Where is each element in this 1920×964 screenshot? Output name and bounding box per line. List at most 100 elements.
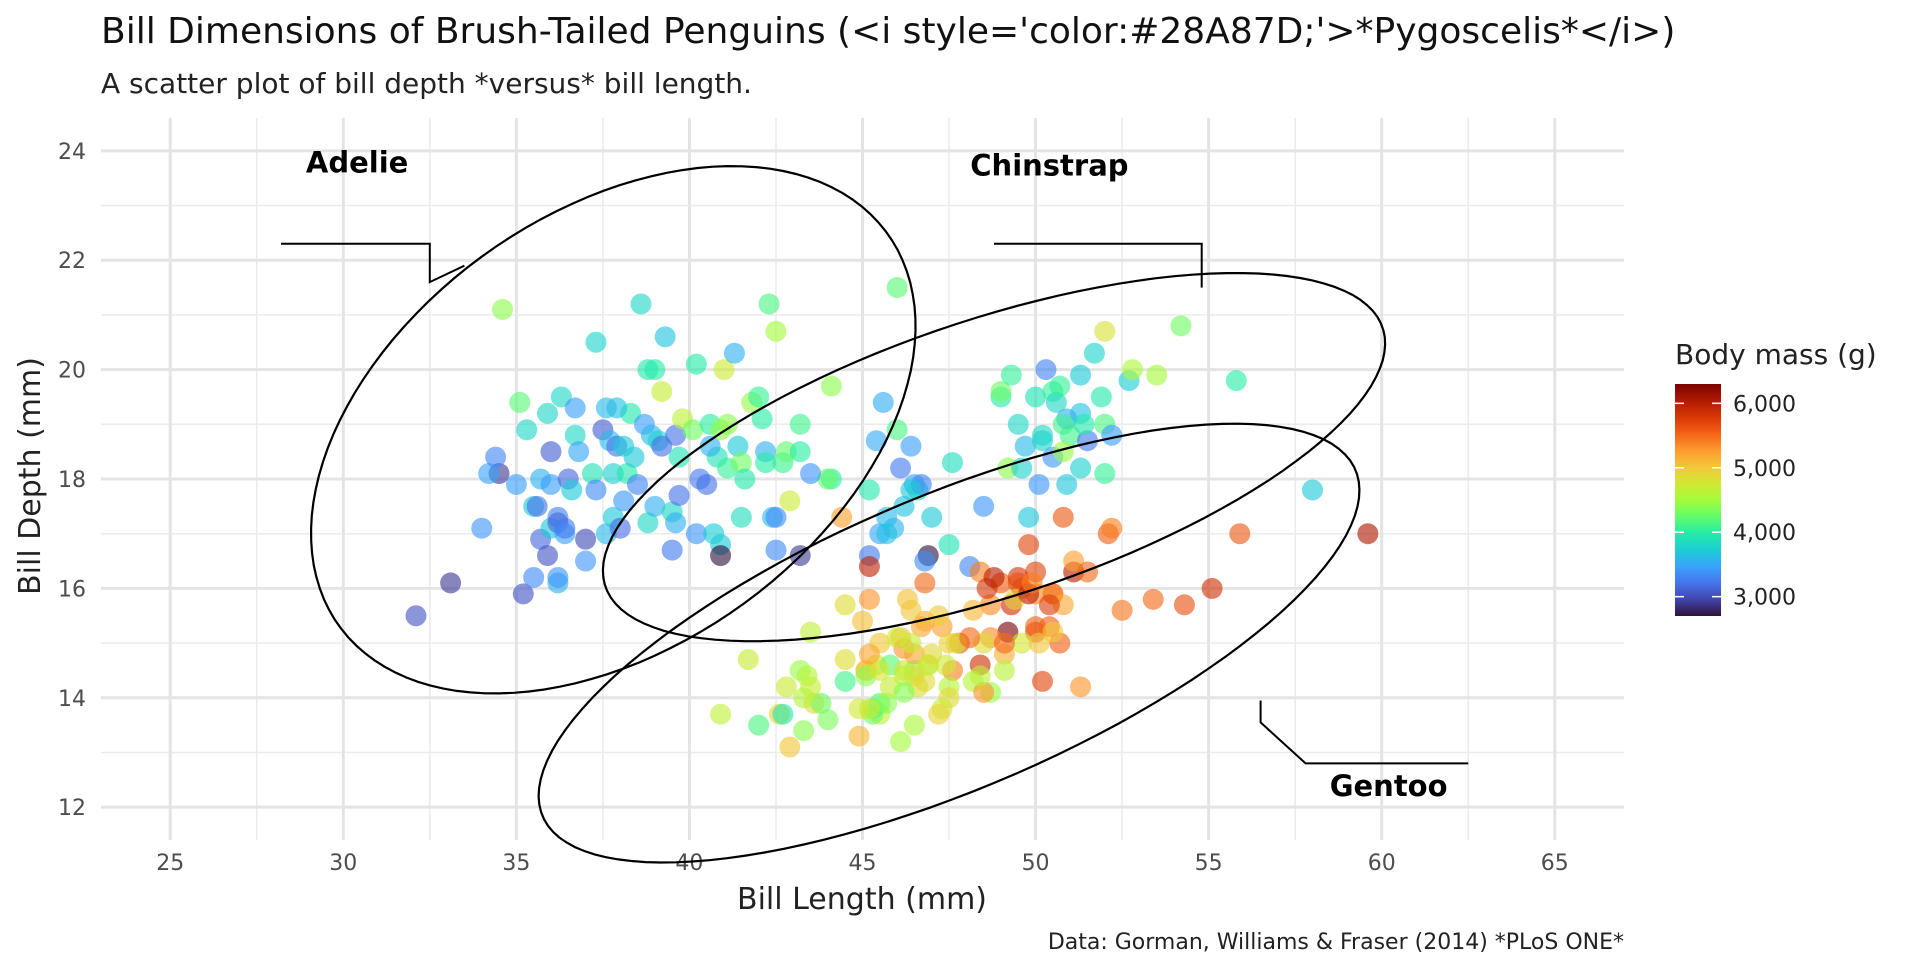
data-point (627, 473, 649, 495)
data-point (914, 670, 936, 692)
data-point (800, 463, 822, 485)
data-point (765, 506, 787, 528)
data-point (852, 610, 873, 632)
y-tick-label: 20 (58, 359, 86, 384)
data-point (582, 463, 604, 485)
data-point (1229, 523, 1251, 545)
data-point (585, 331, 607, 353)
data-point (644, 359, 666, 381)
data-point (876, 692, 898, 714)
data-point (568, 441, 590, 463)
data-point (478, 463, 500, 485)
data-point (723, 342, 745, 364)
data-point (865, 430, 887, 452)
data-point (1035, 359, 1057, 381)
data-point (914, 572, 936, 594)
data-point (613, 490, 635, 512)
data-point (710, 419, 732, 441)
group-annotations: Adelie Chinstrap Gentoo (281, 146, 1469, 803)
data-point (651, 380, 673, 402)
group-ellipse (309, 164, 917, 695)
annotation-connector (994, 242, 1203, 288)
data-point (886, 277, 908, 299)
data-point (512, 583, 534, 605)
data-point (886, 419, 908, 441)
group-ellipse (537, 422, 1361, 864)
data-point (637, 512, 659, 534)
data-point (900, 599, 922, 621)
data-point (1073, 413, 1095, 435)
data-point (564, 397, 586, 419)
data-point (796, 665, 818, 687)
data-point (526, 495, 548, 517)
data-point (858, 479, 880, 501)
y-axis-label: Bill Depth (mm) (13, 357, 48, 595)
data-point (1070, 676, 1092, 698)
data-point (713, 359, 735, 381)
x-tick-label: 65 (1541, 851, 1569, 876)
data-point (1070, 457, 1092, 479)
x-axis-label: Bill Length (mm) (737, 882, 987, 917)
data-point (523, 566, 545, 588)
data-point (734, 468, 756, 490)
data-point (1076, 561, 1098, 583)
data-point (775, 676, 797, 698)
data-point (1042, 621, 1064, 643)
y-tick-label: 12 (58, 796, 86, 821)
chart-title: Bill Dimensions of Brush-Tailed Penguins… (101, 11, 1675, 52)
data-point (492, 298, 514, 320)
data-point (1101, 517, 1123, 539)
data-point (941, 452, 963, 474)
data-point (540, 473, 562, 495)
data-point (685, 353, 707, 375)
legend-tick-label: 6,000 (1733, 392, 1796, 417)
data-point (876, 523, 898, 545)
data-point (959, 627, 981, 649)
data-point (900, 479, 922, 501)
caption: Data: Gorman, Williams & Fraser (2014) *… (1048, 930, 1624, 955)
x-tick-label: 60 (1368, 851, 1396, 876)
data-point (1101, 424, 1123, 446)
data-point (858, 556, 880, 578)
annotation-connector (281, 242, 465, 284)
data-point (1052, 506, 1074, 528)
data-point (405, 605, 427, 627)
data-point (1018, 534, 1040, 556)
group-ellipse (601, 272, 1387, 643)
data-point (872, 391, 894, 413)
x-tick-label: 25 (156, 851, 184, 876)
data-point (661, 539, 683, 561)
data-point (886, 627, 908, 649)
data-point (440, 572, 462, 594)
legend-tick-labels: 3,000 4,000 5,000 6,000 (1675, 392, 1796, 611)
y-tick-label: 18 (58, 468, 86, 493)
data-point (848, 725, 870, 747)
data-point (893, 681, 915, 703)
data-point (1031, 670, 1053, 692)
data-point (623, 446, 645, 468)
data-point (516, 419, 538, 441)
data-point (1094, 463, 1116, 485)
data-point (751, 408, 773, 430)
data-point (834, 594, 856, 616)
data-point (1018, 506, 1040, 528)
data-point (1070, 364, 1092, 386)
data-point (1090, 386, 1112, 408)
data-point (1011, 632, 1033, 654)
data-point (1014, 435, 1036, 457)
data-point (983, 566, 1005, 588)
annotation-label: Gentoo (1330, 769, 1448, 803)
data-point (537, 545, 559, 567)
data-point (1121, 359, 1143, 381)
data-point (810, 692, 832, 714)
data-point (1357, 523, 1379, 545)
data-point (789, 413, 811, 435)
data-point (651, 435, 673, 457)
data-point (890, 731, 912, 753)
data-point (1301, 479, 1323, 501)
data-point (793, 720, 815, 742)
y-tick-label: 22 (58, 249, 86, 274)
data-point (980, 594, 1002, 616)
data-point (668, 484, 690, 506)
group-ellipses (309, 164, 1387, 864)
